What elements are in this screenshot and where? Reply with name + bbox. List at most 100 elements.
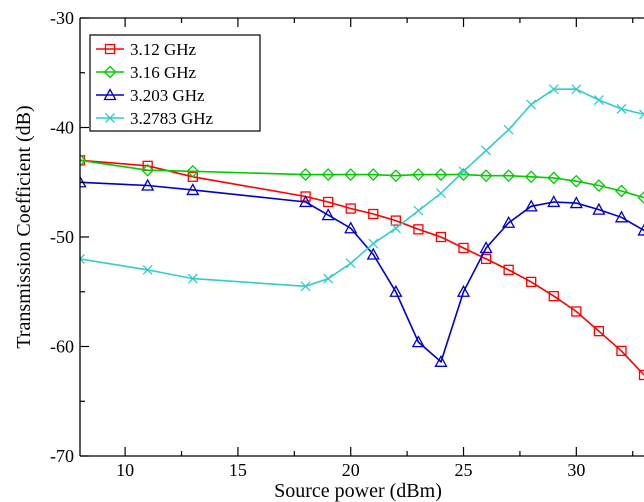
data-point [142,264,153,275]
y-tick-label: -70 [50,446,74,466]
data-point [436,188,446,199]
x-tick-label: 25 [455,460,473,480]
data-point [616,103,627,114]
data-point [458,242,469,254]
legend-box [89,34,261,132]
data-point [502,169,516,183]
data-point [411,335,425,348]
data-point [637,191,644,204]
data-point [366,168,380,182]
data-point [592,202,606,215]
y-tick-label: -50 [50,227,74,247]
data-point [413,224,424,235]
series-line-2 [80,159,644,199]
data-point [390,223,401,234]
data-point [368,238,379,249]
data-point [638,369,644,381]
data-point [503,124,514,135]
data-point [615,184,628,198]
data-point [344,221,358,234]
data-point [526,99,537,110]
data-point [548,84,559,95]
data-point [639,109,644,120]
data-point [368,208,379,220]
data-point [503,264,514,276]
axes: 10 15 20 25 30 -70 -60 -50 -40 -30 [50,8,644,480]
data-point [616,345,627,357]
data-point [366,247,380,260]
series-line-3 [80,181,644,364]
data-point [524,170,538,184]
legend-marker [103,65,117,79]
data-point [434,168,448,182]
data-point [389,284,403,297]
data-point [345,258,356,269]
data-point [345,203,356,214]
legend-entry-2: 3.16 GHz [96,63,197,82]
data-point [390,215,401,226]
data-point [569,174,583,188]
data-point [323,196,334,208]
legend-label: 3.16 GHz [130,63,197,82]
series-4 [80,84,644,292]
legend-marker [105,113,115,123]
data-point [321,208,335,221]
data-point [571,306,582,317]
legend-label: 3.2783 GHz [130,109,214,128]
data-point [389,169,403,183]
data-point [481,145,492,156]
data-point [344,168,358,182]
data-point [547,195,561,208]
data-point [526,276,537,288]
legend: 3.12 GHz 3.16 GHz 3.203 GHz 3.2783 GHz [89,34,261,132]
legend-entry-4: 3.2783 GHz [96,109,214,128]
data-point [323,273,334,284]
data-point [299,168,313,182]
data-point [141,178,155,191]
data-point [187,171,198,182]
data-point [457,168,470,182]
data-point [593,326,605,337]
legend-entry-1: 3.12 GHz [96,40,197,59]
legend-marker [104,43,116,55]
data-point [434,354,448,367]
data-point [299,195,313,208]
y-tick-label: -40 [50,118,74,138]
data-point [480,253,492,265]
data-point [80,153,87,167]
plot-area [80,84,644,381]
x-tick-label: 20 [342,460,360,480]
data-point [187,273,198,284]
data-point [141,163,155,177]
legend-label: 3.203 GHz [130,86,205,105]
data-point [411,168,425,182]
data-point [435,231,447,243]
x-axis-label: Source power (dBm) [274,480,442,502]
data-point [548,290,559,302]
data-point [413,205,424,216]
data-point [593,95,604,106]
data-point [614,210,629,223]
x-tick-label: 15 [229,460,247,480]
data-point [569,196,583,209]
y-tick-label: -30 [50,8,74,28]
data-point [321,168,335,182]
data-point [300,281,311,292]
data-point [571,84,582,95]
data-point [80,253,85,264]
data-point [300,191,311,202]
y-tick-label: -60 [50,337,74,357]
data-point [186,164,200,178]
series-3 [80,175,644,367]
data-point [524,199,538,212]
series-1 [80,155,644,381]
data-point [479,169,493,183]
series-line-1 [80,159,644,376]
x-tick-label: 30 [567,460,585,480]
series-2 [80,153,644,204]
data-point [456,284,471,297]
data-point [637,223,644,236]
data-point [458,166,469,177]
y-axis-label: Transmission Coefficient (dB) [13,105,35,348]
